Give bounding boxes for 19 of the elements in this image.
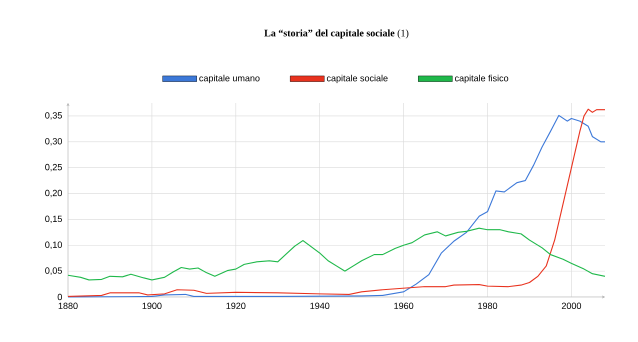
y-tick-label: 0,15 [45, 216, 62, 224]
legend-label: capitale umano [199, 74, 260, 84]
x-tick-label: 1920 [226, 302, 246, 310]
x-tick-label: 2000 [562, 302, 582, 310]
x-tick-label: 1940 [310, 302, 330, 310]
y-tick-label: 0,30 [45, 138, 62, 146]
y-tick-label: 0,35 [45, 112, 62, 120]
y-tick-label: 0,05 [45, 267, 62, 275]
y-tick-label: 0,20 [45, 190, 62, 198]
y-tick-label: 0 [58, 294, 62, 300]
chart-title: La “storia” del capitale sociale (1) [264, 29, 408, 38]
x-tick-label: 1880 [58, 302, 78, 310]
y-tick-label: 0,25 [45, 164, 62, 172]
legend-label: capitale fisico [454, 74, 508, 84]
x-tick-label: 1900 [142, 302, 162, 310]
x-tick-label: 1980 [478, 302, 498, 310]
x-tick-label: 1960 [394, 302, 414, 310]
legend-label: capitale sociale [326, 74, 388, 84]
y-tick-label: 0,10 [45, 242, 62, 249]
